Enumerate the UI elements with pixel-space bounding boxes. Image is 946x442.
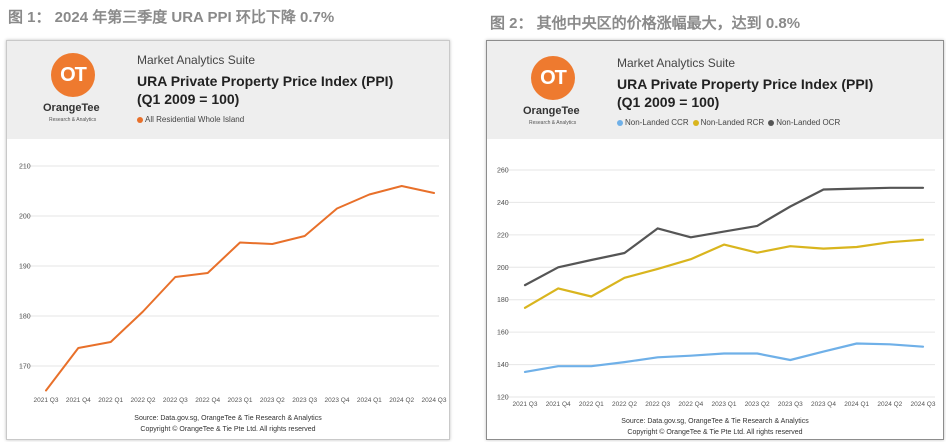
copyright-note: Copyright © OrangeTee & Tie Pte Ltd. All…: [627, 429, 803, 436]
x-tick-label: 2021 Q3: [34, 397, 59, 404]
x-tick-label: 2023 Q2: [260, 397, 285, 404]
chart-title-line-2: (Q1 2009 = 100): [617, 94, 720, 110]
chart-title-line-1: URA Private Property Price Index (PPI): [137, 73, 394, 89]
legend-item: Non-Landed OCR: [768, 118, 840, 127]
y-tick-label: 160: [497, 330, 509, 337]
x-tick-label: 2023 Q1: [712, 401, 737, 408]
chart-legend: All Residential Whole Island: [137, 115, 248, 125]
legend-label: Non-Landed CCR: [625, 118, 689, 127]
y-tick-label: 260: [497, 168, 509, 175]
chart-legend: Non-Landed CCR Non-Landed RCR Non-Landed O…: [617, 118, 844, 128]
brand-name: OrangeTee: [43, 102, 100, 114]
legend-item: All Residential Whole Island: [137, 115, 244, 124]
line-chart-1: 170 180 190 200 210 2021 Q3 2021 Q4 2022 Q1 2022…: [19, 164, 447, 404]
orangetee-logo-icon: OT: [51, 53, 95, 97]
x-tick-label: 2023 Q3: [778, 401, 803, 408]
x-tick-label: 2021 Q4: [546, 401, 571, 408]
y-tick-label: 180: [19, 314, 31, 321]
series-line: [523, 342, 925, 373]
x-tick-label: 2024 Q2: [877, 401, 902, 408]
series-line: [45, 185, 435, 392]
legend-label: Non-Landed RCR: [700, 118, 765, 127]
legend-dot-icon: [692, 119, 699, 126]
chart-panel-2: OT OrangeTee Research & Analytics Market…: [486, 40, 944, 440]
series-line: [523, 238, 925, 309]
chart-panel-1: OT OrangeTee Research & Analytics Market…: [6, 40, 450, 440]
brand-subtitle: Research & Analytics: [529, 120, 577, 126]
x-tick-label: 2023 Q4: [325, 397, 350, 404]
y-tick-label: 120: [497, 395, 509, 402]
x-tick-label: 2023 Q3: [292, 397, 317, 404]
x-tick-label: 2022 Q1: [579, 401, 604, 408]
legend-dot-icon: [137, 116, 143, 123]
legend-dot-icon: [617, 119, 623, 126]
legend-dot-icon: [768, 119, 775, 126]
x-tick-label: 2024 Q1: [844, 401, 869, 408]
source-note: Source: Data.gov.sg, OrangeTee & Tie Res…: [134, 415, 322, 422]
brand-subtitle: Research & Analytics: [49, 117, 97, 123]
x-tick-label: 2022 Q1: [98, 397, 123, 404]
legend-label: All Residential Whole Island: [145, 115, 245, 124]
chart-title-line-2: (Q1 2009 = 100): [137, 91, 240, 107]
x-tick-label: 2022 Q3: [163, 397, 188, 404]
y-tick-label: 170: [19, 364, 31, 371]
figure-1-caption: 图 1： 2024 年第三季度 URA PPI 环比下降 0.7%: [8, 9, 335, 26]
legend-label: Non-Landed OCR: [776, 118, 841, 127]
x-tick-label: 2021 Q4: [66, 397, 91, 404]
y-tick-label: 190: [19, 264, 31, 271]
x-tick-label: 2022 Q2: [612, 401, 637, 408]
x-tick-label: 2022 Q4: [678, 401, 703, 408]
x-tick-label: 2024 Q3: [911, 401, 936, 408]
y-tick-label: 140: [497, 362, 509, 369]
suite-label: Market Analytics Suite: [617, 56, 736, 70]
y-tick-label: 180: [497, 297, 509, 304]
x-tick-label: 2024 Q3: [422, 397, 447, 404]
x-tick-label: 2023 Q1: [228, 397, 253, 404]
x-tick-label: 2023 Q2: [745, 401, 770, 408]
suite-label: Market Analytics Suite: [137, 53, 256, 67]
x-tick-label: 2024 Q1: [357, 397, 382, 404]
y-tick-label: 200: [19, 214, 31, 221]
x-tick-label: 2022 Q2: [131, 397, 156, 404]
orangetee-logo-icon: OT: [531, 56, 575, 100]
x-tick-label: 2022 Q4: [195, 397, 220, 404]
y-tick-label: 240: [497, 200, 509, 207]
figure-2-caption: 图 2： 其他中央区的价格涨幅最大，达到 0.8%: [490, 15, 801, 32]
y-tick-label: 210: [19, 164, 31, 171]
y-tick-label: 220: [497, 232, 509, 239]
x-tick-label: 2022 Q3: [645, 401, 670, 408]
x-tick-label: 2023 Q4: [811, 401, 836, 408]
line-chart-2: 120 140 160 180 200 220 240 260 2021 Q3 2021 Q4 20…: [497, 168, 936, 408]
legend-item: Non-Landed RCR: [692, 118, 765, 127]
series-line: [523, 186, 925, 287]
y-tick-label: 200: [497, 265, 509, 272]
source-note: Source: Data.gov.sg, OrangeTee & Tie Res…: [621, 418, 809, 425]
brand-name: OrangeTee: [523, 105, 580, 117]
chart-title-line-1: URA Private Property Price Index (PPI): [617, 76, 874, 92]
x-tick-label: 2021 Q3: [513, 401, 538, 408]
legend-item: Non-Landed CCR: [617, 118, 689, 127]
copyright-note: Copyright © OrangeTee & Tie Pte Ltd. All…: [140, 426, 316, 433]
x-tick-label: 2024 Q2: [389, 397, 414, 404]
